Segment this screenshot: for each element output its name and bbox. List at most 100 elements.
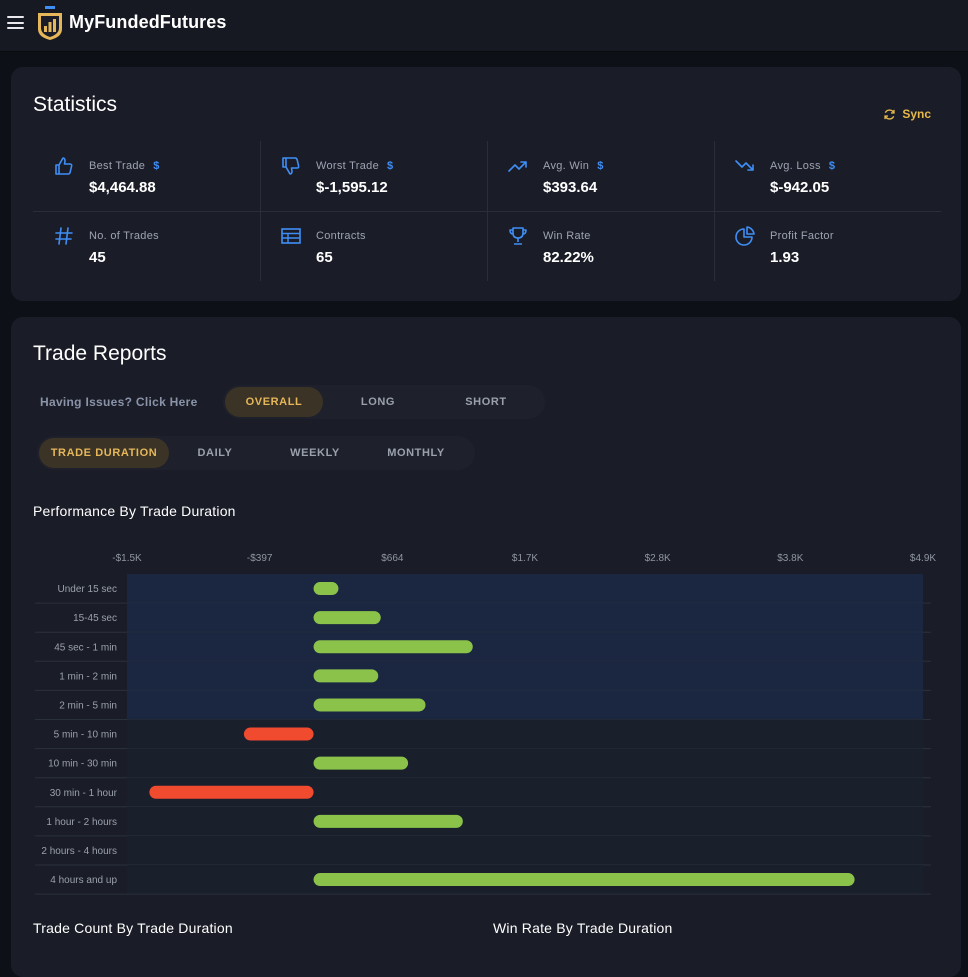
stat-label: Profit Factor bbox=[770, 230, 834, 242]
y-category-label: 1 min - 2 min bbox=[59, 671, 117, 682]
bar bbox=[243, 727, 314, 741]
trophy-icon bbox=[509, 227, 527, 245]
logo-icon bbox=[38, 6, 62, 40]
stat-value: 1.93 bbox=[770, 249, 800, 266]
y-category-label: 15-45 sec bbox=[73, 613, 117, 624]
bar bbox=[313, 640, 473, 654]
y-category-label: 45 sec - 1 min bbox=[54, 642, 117, 653]
row-band bbox=[127, 603, 923, 633]
trade-reports-title: Trade Reports bbox=[33, 342, 167, 365]
stat-label: Best Trade bbox=[89, 160, 146, 172]
having-issues-link[interactable]: Having Issues? Click Here bbox=[40, 395, 198, 409]
stat-value: 82.22% bbox=[543, 249, 594, 266]
bar bbox=[313, 814, 463, 828]
stat-best-trade: Best Trade $ $4,464.88 bbox=[33, 141, 260, 211]
divider bbox=[714, 141, 715, 281]
stat-value: $-942.05 bbox=[770, 179, 830, 196]
divider bbox=[487, 141, 488, 281]
row-band bbox=[127, 632, 923, 662]
y-category-label: 2 hours - 4 hours bbox=[41, 846, 117, 857]
bar bbox=[313, 698, 426, 712]
tab-monthly[interactable]: MONTHLY bbox=[387, 447, 445, 459]
top-bar: MyFundedFutures bbox=[0, 0, 968, 52]
stat-label: Contracts bbox=[316, 230, 366, 242]
brand-name[interactable]: MyFundedFutures bbox=[69, 12, 227, 32]
dollar-icon: $ bbox=[828, 160, 836, 172]
y-category-label: Under 15 sec bbox=[58, 584, 117, 595]
y-category-label: 10 min - 30 min bbox=[48, 759, 117, 770]
statistics-title: Statistics bbox=[33, 93, 118, 116]
bar bbox=[313, 582, 339, 596]
bar bbox=[313, 873, 855, 887]
stat-avg-win: Avg. Win $ $393.64 bbox=[487, 141, 714, 211]
performance-title: Performance By Trade Duration bbox=[33, 503, 236, 519]
stat-value: $4,464.88 bbox=[89, 179, 156, 196]
x-tick-label: $2.8K bbox=[645, 553, 671, 564]
y-category-label: 1 hour - 2 hours bbox=[46, 817, 117, 828]
sync-label: Sync bbox=[902, 107, 931, 121]
bar bbox=[313, 669, 379, 683]
stat-label: No. of Trades bbox=[89, 230, 159, 242]
stat-win-rate: Win Rate 82.22% bbox=[487, 211, 714, 281]
stat-label: Avg. Loss bbox=[770, 160, 821, 172]
x-tick-label: $1.7K bbox=[512, 553, 538, 564]
y-category-label: 4 hours and up bbox=[50, 875, 117, 886]
statistics-grid: Best Trade $ $4,464.88 Worst Trade $ $-1,5… bbox=[33, 141, 941, 281]
tab-weekly[interactable]: WEEKLY bbox=[290, 447, 340, 459]
tab-long[interactable]: LONG bbox=[360, 396, 396, 408]
trending-down-icon bbox=[735, 160, 754, 171]
sync-button[interactable]: Sync bbox=[883, 107, 931, 121]
tab-overall[interactable]: OVERALL bbox=[225, 387, 323, 417]
x-tick-label: $664 bbox=[381, 553, 404, 564]
bar bbox=[313, 756, 409, 770]
y-category-label: 5 min - 10 min bbox=[54, 730, 117, 741]
x-tick-label: -$1.5K bbox=[112, 553, 142, 564]
x-tick-label: $4.9K bbox=[910, 553, 936, 564]
thumbs-down-icon bbox=[282, 157, 300, 175]
menu-icon[interactable] bbox=[7, 16, 24, 29]
trending-up-icon bbox=[508, 161, 527, 172]
bar bbox=[313, 611, 381, 625]
performance-chart: -$1.5K -$397 $664 $1.7K $2.8K $3.8K $4.9K Under… bbox=[35, 553, 936, 895]
thumbs-up-icon bbox=[55, 157, 73, 175]
stat-value: 45 bbox=[89, 249, 106, 266]
period-tabs: TRADE DURATION DAILY WEEKLY MONTHLY bbox=[37, 436, 475, 470]
y-category-label: 30 min - 1 hour bbox=[50, 788, 118, 799]
dollar-icon: $ bbox=[387, 160, 394, 172]
row-band bbox=[127, 690, 923, 720]
tab-trade-duration[interactable]: TRADE DURATION bbox=[39, 438, 169, 468]
stat-value: $393.64 bbox=[543, 179, 598, 196]
row-band bbox=[127, 748, 923, 778]
stat-no-of-trades: No. of Trades 45 bbox=[33, 211, 260, 281]
hash-icon bbox=[55, 227, 73, 245]
bar bbox=[149, 785, 314, 799]
dollar-icon: $ bbox=[153, 160, 160, 172]
stat-avg-loss: Avg. Loss $ $-942.05 bbox=[714, 141, 941, 211]
divider bbox=[260, 141, 261, 281]
row-band bbox=[127, 574, 923, 604]
pie-chart-icon bbox=[735, 226, 755, 246]
stat-label: Win Rate bbox=[543, 230, 591, 242]
trade-count-title: Trade Count By Trade Duration bbox=[33, 920, 233, 936]
x-tick-label: $3.8K bbox=[777, 553, 803, 564]
stat-value: 65 bbox=[316, 249, 333, 266]
stat-value: $-1,595.12 bbox=[316, 179, 388, 196]
sync-icon bbox=[884, 108, 895, 120]
table-icon bbox=[281, 228, 301, 244]
y-category-label: 2 min - 5 min bbox=[59, 700, 117, 711]
statistics-card: Statistics Sync Best Trade $ $4,464.88 Wo… bbox=[11, 67, 961, 301]
row-band bbox=[127, 661, 923, 691]
x-tick-label: -$397 bbox=[247, 553, 273, 564]
stat-worst-trade: Worst Trade $ $-1,595.12 bbox=[260, 141, 487, 211]
dollar-icon: $ bbox=[597, 160, 604, 172]
tab-short[interactable]: SHORT bbox=[465, 396, 507, 408]
side-tabs: OVERALL LONG SHORT bbox=[223, 385, 545, 419]
stat-label: Worst Trade bbox=[316, 160, 380, 172]
tab-daily[interactable]: DAILY bbox=[197, 447, 233, 459]
row-band bbox=[127, 806, 923, 836]
win-rate-title: Win Rate By Trade Duration bbox=[493, 920, 673, 936]
stat-contracts: Contracts 65 bbox=[260, 211, 487, 281]
row-band bbox=[127, 835, 923, 865]
trade-reports-card: Trade Reports Having Issues? Click Here … bbox=[11, 317, 961, 977]
stat-profit-factor: Profit Factor 1.93 bbox=[714, 211, 941, 281]
